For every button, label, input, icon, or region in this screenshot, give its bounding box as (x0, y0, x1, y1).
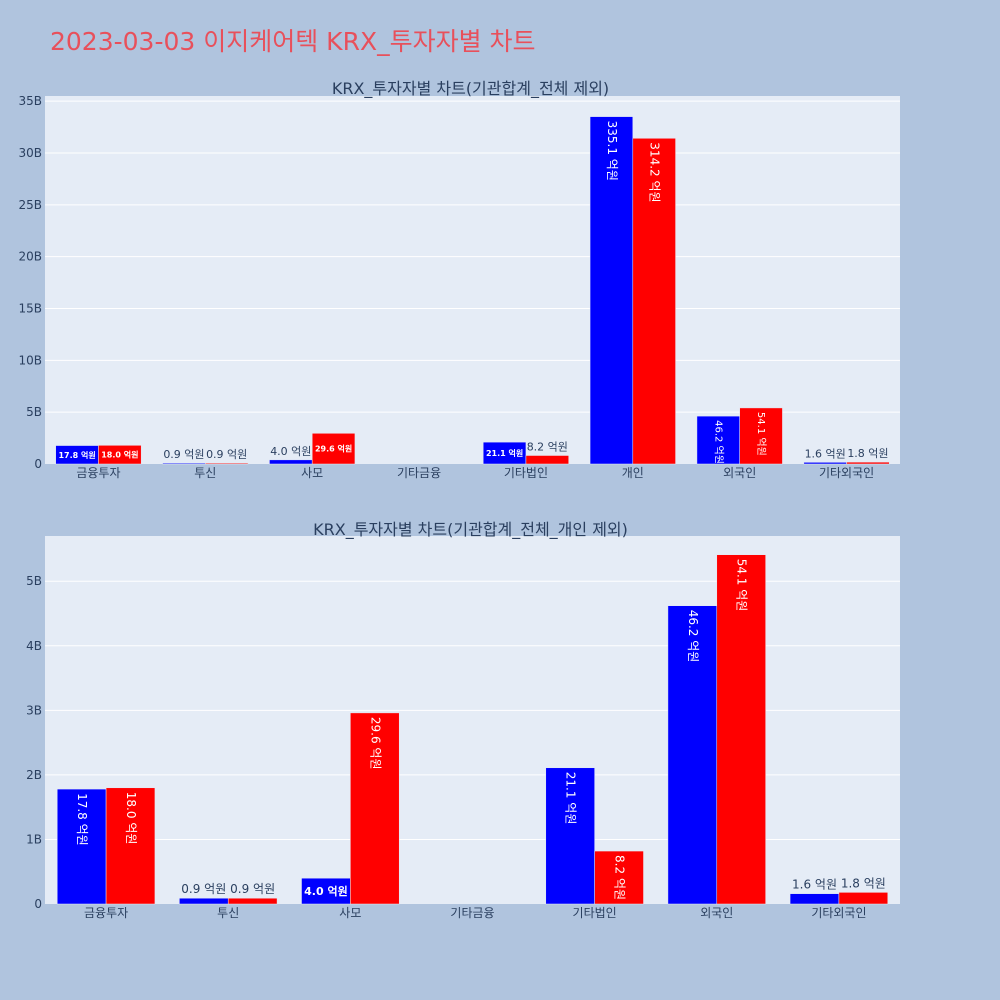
x-tick-label: 기타법인 (504, 466, 548, 480)
bar (525, 455, 569, 465)
data-label: 1.6 억원 (805, 447, 846, 460)
x-tick-label: 외국인 (723, 466, 756, 480)
bar (350, 712, 400, 905)
x-tick-label: 사모 (339, 906, 361, 920)
y-tick-label: 5B (26, 574, 42, 588)
y-tick-label: 1B (26, 832, 42, 846)
bar (838, 892, 889, 905)
y-tick-label: 2B (26, 768, 42, 782)
bar (482, 441, 527, 465)
data-label: 0.9 억원 (206, 448, 247, 461)
bar (594, 850, 644, 905)
data-label: 0.9 억원 (163, 448, 204, 461)
y-tick-label: 0 (34, 897, 42, 911)
data-label: 21.1 억원 (486, 448, 523, 458)
data-label: 54.1 억원 (755, 412, 767, 456)
data-label: 46.2 억원 (712, 420, 724, 464)
bar (269, 459, 313, 465)
y-tick-label: 35B (18, 94, 42, 108)
subplot-title: KRX_투자자별 차트(기관합계_전체 제외) (332, 79, 609, 99)
x-tick-label: 금융투자 (76, 466, 120, 480)
data-label: 0.9 억원 (181, 882, 226, 896)
subplot-title: KRX_투자자별 차트(기관합계_전체_개인 제외) (313, 520, 628, 540)
bar (632, 138, 676, 465)
bar (803, 462, 847, 465)
x-tick-label: 외국인 (700, 906, 733, 920)
y-tick-label: 0 (34, 457, 42, 471)
y-tick-label: 20B (18, 250, 42, 264)
bar (716, 554, 766, 905)
x-tick-label: 기타금융 (397, 466, 441, 480)
bar (105, 787, 156, 905)
plot-area (45, 96, 900, 464)
data-label: 29.6 억원 (368, 717, 382, 770)
data-label: 1.8 억원 (841, 876, 886, 890)
bar (545, 767, 595, 905)
x-tick-label: 투신 (217, 906, 239, 920)
bar (205, 462, 249, 465)
data-label: 1.6 억원 (792, 878, 837, 892)
bar (589, 116, 634, 465)
y-tick-label: 5B (26, 405, 42, 419)
page-title: 2023-03-03 이지케어텍 KRX_투자자별 차트 (50, 27, 536, 56)
data-label: 0.9 억원 (230, 882, 275, 896)
bar (301, 877, 351, 905)
data-label: 1.8 억원 (847, 447, 888, 460)
data-label: 54.1 억원 (735, 559, 749, 612)
x-tick-label: 투신 (194, 466, 216, 480)
data-label: 314.2 억원 (648, 142, 662, 202)
data-label: 17.8 억원 (75, 793, 89, 846)
bar (56, 788, 107, 905)
y-tick-label: 30B (18, 146, 42, 160)
bar (162, 462, 206, 465)
chart-2: 0 1B 2B 3B 4B 5B KRX_투자자별 차트(기관합계_전체_개인 제외) 금융투… (26, 520, 900, 920)
data-label: 4.0 억원 (304, 884, 348, 898)
x-tick-label: 사모 (301, 466, 323, 480)
y-tick-label: 10B (18, 353, 42, 367)
bar (696, 415, 740, 465)
data-label: 18.0 억원 (124, 792, 138, 845)
x-tick-label: 금융투자 (84, 906, 128, 920)
y-tick-label: 15B (18, 302, 42, 316)
bar (311, 433, 356, 465)
bar (667, 605, 718, 905)
bar (227, 897, 278, 905)
x-tick-label: 기타법인 (573, 906, 617, 920)
x-tick-label: 기타금융 (450, 906, 494, 920)
data-label: 21.1 억원 (564, 772, 578, 825)
y-tick-label: 3B (26, 703, 42, 717)
y-tick-label: 25B (18, 198, 42, 212)
x-tick-label: 개인 (622, 466, 644, 480)
data-label: 46.2 억원 (686, 610, 700, 663)
data-label: 29.6 억원 (315, 444, 352, 454)
data-label: 8.2 억원 (613, 855, 627, 900)
bar (789, 893, 840, 905)
data-label: 18.0 억원 (101, 450, 138, 460)
x-tick-label: 기타외국인 (819, 466, 874, 480)
x-tick-label: 기타외국인 (811, 906, 866, 920)
bar (846, 461, 890, 465)
bar (179, 897, 229, 905)
bar (739, 407, 783, 465)
data-label: 17.8 억원 (58, 450, 95, 460)
bar (98, 445, 142, 465)
data-label: 335.1 억원 (605, 121, 619, 181)
data-label: 4.0 억원 (270, 445, 311, 458)
data-label: 8.2 억원 (527, 440, 568, 453)
y-tick-label: 4B (26, 639, 42, 653)
chart-1: 0 5B 10B 15B 20B 25B 30B 35B KRX_투자자별 차트(기관합계_전체… (18, 79, 900, 480)
plot-area (45, 536, 900, 904)
